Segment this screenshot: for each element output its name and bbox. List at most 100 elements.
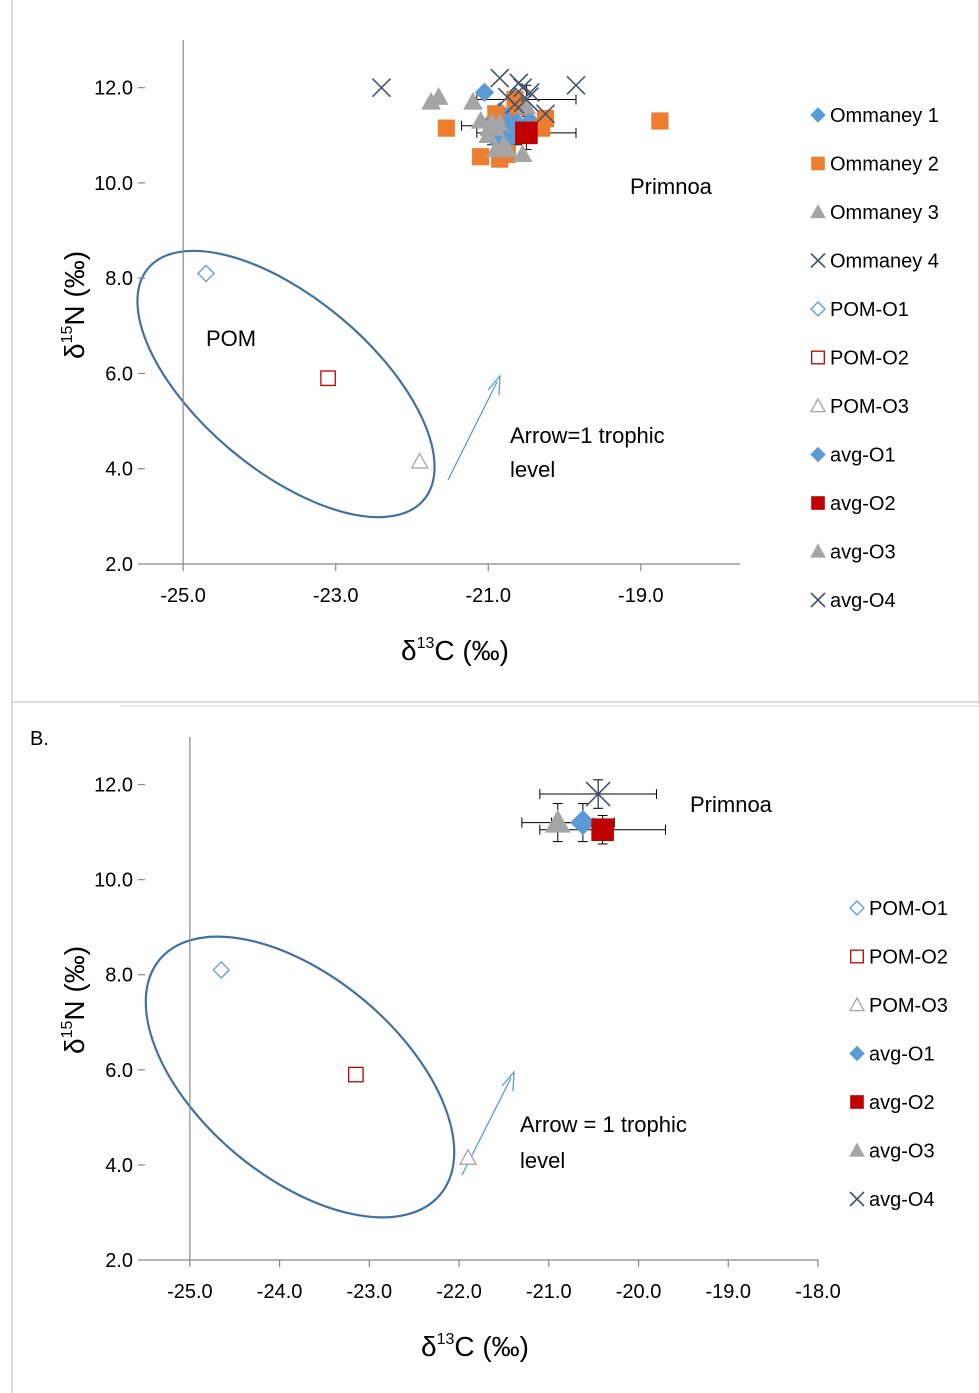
- chart-a-annotation-primnoa: Primnoa: [630, 174, 713, 199]
- chart-b-x-axis-label: δ13C (‰): [421, 1331, 529, 1362]
- chart-a-pom-o3-point: [410, 452, 429, 469]
- chart-b-y-tick-label: 2.0: [105, 1250, 133, 1272]
- chart-a-ommaney-3-point: [512, 144, 533, 163]
- chart-a-ommaney-2-point: [536, 110, 555, 128]
- chart-a-y-tick-label: 2.0: [105, 554, 133, 576]
- chart-b-pom-ellipse: [144, 935, 456, 1219]
- chart-a-tick-labels: -25.0 -23.0 -21.0 -19.0 2.0 4.0 6.0 8.0 10.0 12.0: [94, 78, 664, 607]
- chart-b-legend-pom-o1-marker: [849, 900, 865, 916]
- chart-a-ommaney-4-point: [490, 68, 510, 88]
- chart-a-annotation-pom: POM: [206, 326, 256, 351]
- chart-b-legend-avg-o4-label: avg-O4: [869, 1189, 935, 1211]
- chart-a-points: [197, 68, 669, 469]
- chart-a-legend-ommaney-4-marker: [810, 252, 826, 269]
- chart-b-avg-o1-point: [570, 809, 596, 836]
- chart-a-y-tick-label: 12.0: [94, 78, 133, 100]
- chart-b-y-tick-label: 10.0: [94, 870, 133, 892]
- chart-a-ommaney-4-point: [520, 82, 540, 102]
- chart-a-legend-avg-o2-label: avg-O2: [830, 493, 896, 515]
- chart-a-ommaney-2-point: [651, 112, 669, 130]
- chart-a-legend-pom-o2-label: POM-O2: [830, 348, 909, 370]
- chart-a-ommaney-3-point: [516, 96, 537, 115]
- chart-b-pom-o3-point: [458, 1148, 478, 1165]
- chart-a-legend-avg-o2-marker: [811, 496, 825, 510]
- chart-a-legend-pom-o1-label: POM-O1: [830, 299, 909, 321]
- chart-a-legend-ommaney-1-label: Ommaney 1: [830, 105, 939, 127]
- chart-b-annotation-arrow-line2: level: [520, 1148, 565, 1173]
- chart-a-legend-ommaney-3-marker: [810, 203, 826, 219]
- chart-a-legend-pom-o2-marker: [811, 350, 825, 365]
- chart-a-legend-ommaney-3-label: Ommaney 3: [830, 202, 939, 224]
- chart-b-legend-pom-o1-label: POM-O1: [869, 898, 948, 920]
- chart-a-y-tick-label: 6.0: [105, 363, 133, 385]
- chart-a-y-tick-label: 8.0: [105, 268, 133, 290]
- chart-a-annotation-shapes: [136, 249, 501, 519]
- chart-b-legend-avg-o3-marker: [849, 1142, 865, 1157]
- chart-a-pom-o2-point: [320, 370, 336, 387]
- chart-a-legend-pom-o3-label: POM-O3: [830, 396, 909, 418]
- chart-a-ommaney-3-point: [470, 110, 491, 129]
- chart-a-legend-avg-o3-marker: [810, 543, 826, 558]
- chart-b-x-tick-label: -24.0: [257, 1281, 303, 1303]
- chart-b-annotation-primnoa: Primnoa: [690, 792, 773, 817]
- chart-a-ommaney-2-point: [437, 119, 455, 137]
- chart-a-trophic-arrowhead: [487, 374, 501, 396]
- chart-a-x-tick-label: -19.0: [618, 585, 664, 607]
- chart-b-legend-pom-o2-label: POM-O2: [869, 947, 948, 969]
- chart-a-ommaney-4-point: [535, 104, 556, 124]
- chart-a-legend-ommaney-4-label: Ommaney 4: [830, 251, 939, 273]
- chart-a-annotation-arrow-line1: Arrow=1 trophic: [510, 423, 665, 448]
- chart-a-ommaney-2-point: [472, 148, 490, 166]
- chart-b-legend-pom-o2-marker: [850, 949, 864, 964]
- chart-b-panel-label: B.: [30, 728, 49, 750]
- chart-a-legend-avg-o1-marker: [810, 446, 826, 463]
- chart-a-avg-o3-point: [479, 112, 505, 136]
- chart-a-legend-pom-o3-marker: [809, 397, 827, 413]
- chart-a-y-tick-label: 4.0: [105, 459, 133, 481]
- chart-a-x-tick-label: -25.0: [160, 585, 206, 607]
- chart-a-avg-o4-point: [513, 86, 539, 113]
- chart-b-y-axis-label: δ15N (‰): [59, 946, 90, 1054]
- chart-a-legend-avg-o1-label: avg-O1: [830, 445, 896, 467]
- chart-b-avg-o3-point: [544, 809, 571, 833]
- chart-a-legend-ommaney-1-marker: [810, 107, 826, 123]
- chart-b-legend-avg-o2-label: avg-O2: [869, 1092, 935, 1114]
- chart-a-x-tick-label: -21.0: [465, 585, 511, 607]
- chart-b-legend-avg-o2-marker: [850, 1095, 864, 1109]
- chart-a-legend-ommaney-2-marker: [811, 156, 825, 171]
- chart-a-annotation-arrow-line2: level: [510, 457, 555, 482]
- chart-a-ommaney-3-point: [497, 139, 518, 158]
- chart-a-x-axis-label: δ13C (‰): [401, 635, 509, 666]
- chart-b-y-tick-label: 4.0: [105, 1155, 133, 1177]
- chart-b-pom-o2-point: [348, 1066, 364, 1083]
- chart-a-legend-avg-o3-label: avg-O3: [830, 542, 896, 564]
- chart-b-annotation-arrow-line1: Arrow = 1 trophic: [520, 1112, 687, 1137]
- chart-a-y-tick-label: 10.0: [94, 173, 133, 195]
- chart-b-y-tick-label: 12.0: [94, 775, 133, 797]
- chart-b-legend-pom-o3-marker: [848, 996, 866, 1012]
- chart-b-x-tick-label: -23.0: [347, 1281, 393, 1303]
- chart-a-legend-avg-o4-label: avg-O4: [830, 590, 896, 612]
- chart-b-trophic-arrowhead: [501, 1070, 515, 1092]
- chart-a-ommaney-3-point: [463, 91, 483, 110]
- chart-a-trophic-arrow: [447, 381, 498, 481]
- chart-b-avg-o4-point: [585, 781, 611, 807]
- chart-b-legend-pom-o3-label: POM-O3: [869, 995, 948, 1017]
- chart-a-pom-o1-point: [197, 264, 215, 283]
- chart-b-x-tick-label: -18.0: [795, 1281, 841, 1303]
- chart-b-x-tick-label: -22.0: [436, 1281, 482, 1303]
- chart-b-pom-o1-point: [212, 961, 231, 979]
- chart-b-x-tick-label: -19.0: [705, 1281, 751, 1303]
- chart-b-points: [212, 781, 614, 1165]
- chart-b-x-tick-label: -25.0: [167, 1281, 213, 1303]
- chart-a-x-tick-label: -23.0: [313, 585, 359, 607]
- chart-a-legend-avg-o4-marker: [810, 592, 826, 608]
- chart-a-ommaney-4-point: [505, 94, 525, 114]
- chart-b-x-tick-label: -21.0: [526, 1281, 572, 1303]
- chart-b-avg-o2-point: [591, 818, 614, 842]
- chart-b-y-tick-label: 8.0: [105, 965, 133, 987]
- chart-a-legend: Ommaney 1 Ommaney 2 Ommaney 3 Ommaney 4 POM-…: [809, 105, 939, 612]
- chart-b-annotation-shapes: [144, 935, 515, 1219]
- chart-a-ommaney-4-point: [566, 75, 586, 95]
